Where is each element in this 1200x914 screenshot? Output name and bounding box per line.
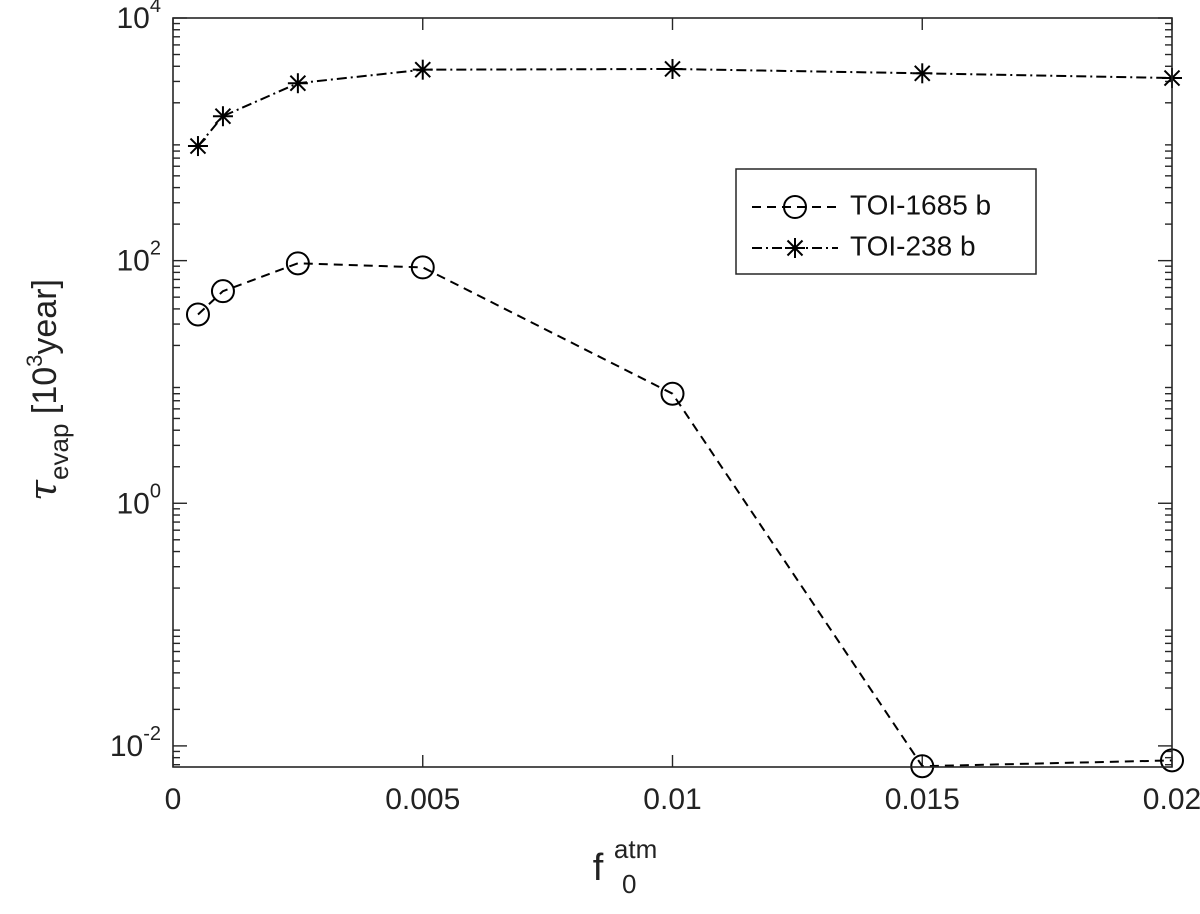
y-axis-label-sub: evap	[44, 424, 74, 480]
y-axis-label-unit-prefix: [10	[26, 367, 64, 424]
data-point-toi-238-b	[212, 106, 233, 127]
y-axis-label: τevap [103year]	[21, 279, 74, 501]
x-tick-label: 0.005	[385, 783, 460, 816]
y-tick-label: 10-2	[110, 723, 161, 763]
y-tick-label-base: 10	[117, 2, 150, 35]
legend-label-toi-1685-b: TOI-1685 b	[850, 189, 991, 220]
data-point-toi-238-b	[287, 73, 308, 94]
plot-area	[173, 18, 1172, 767]
x-tick-labels: 0 0.005 0.01 0.015 0.02	[165, 783, 1200, 816]
y-tick-label: 100	[117, 480, 162, 520]
legend: TOI-1685 b TOI-238 b	[735, 168, 1037, 275]
x-tick-label: 0.015	[885, 783, 960, 816]
legend-marker-toi-238-b	[785, 238, 805, 258]
axes-box	[172, 17, 1173, 768]
legend-marker-toi-1685-b	[783, 195, 807, 219]
x-axis-label-base: f	[593, 847, 604, 889]
legend-label-toi-238-b: TOI-238 b	[850, 230, 976, 261]
data-point-toi-1685-b	[185, 302, 210, 327]
data-point-toi-238-b	[187, 136, 208, 157]
data-point-toi-1685-b	[285, 251, 310, 276]
x-axis-label-sup: atm	[614, 834, 657, 864]
y-axis-label-unit-suffix: year]	[26, 279, 64, 355]
y-tick-label-base: 10	[117, 487, 150, 520]
x-tick-label: 0.01	[643, 783, 701, 816]
y-tick-label-exp: 4	[150, 0, 161, 17]
data-point-toi-1685-b	[210, 279, 235, 304]
y-tick-label-exp: -2	[143, 723, 161, 745]
y-tick-label: 102	[117, 238, 162, 278]
data-point-toi-238-b	[912, 63, 933, 84]
legend-box	[735, 168, 1037, 275]
data-point-toi-238-b	[412, 59, 433, 80]
data-point-toi-1685-b	[660, 381, 685, 406]
y-tick-label-exp: 2	[150, 238, 161, 260]
minor-ticks	[173, 22, 1172, 766]
data-point-toi-1685-b	[410, 255, 435, 280]
y-axis-label-unit-sup: 3	[22, 355, 47, 367]
x-tick-label: 0.02	[1143, 783, 1200, 816]
x-tick-label: 0	[165, 783, 182, 816]
y-tick-label-base: 10	[117, 245, 150, 278]
x-axis-label: f atm	[593, 834, 657, 889]
legend-sample-toi-1685-b	[752, 195, 838, 219]
series-layer	[185, 58, 1184, 779]
x-axis-label-subscript: 0	[622, 869, 636, 899]
y-tick-label-exp: 0	[150, 480, 161, 502]
y-tick-label-base: 10	[110, 730, 143, 763]
legend-sample-toi-238-b	[752, 238, 838, 258]
data-point-toi-238-b	[662, 58, 683, 79]
y-tick-label: 104	[117, 0, 162, 35]
y-axis-label-tau: τ	[21, 479, 65, 501]
